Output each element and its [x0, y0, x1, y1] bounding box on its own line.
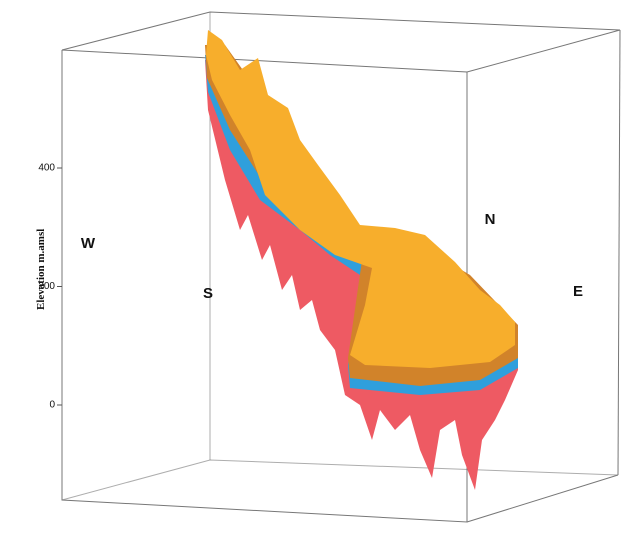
tick-label: 0	[49, 400, 55, 411]
tick-label: 200	[38, 281, 55, 292]
elevation-axis: Elevation m.amsl 0 200 400	[35, 160, 62, 420]
axis-label: Elevation m.amsl	[35, 229, 47, 310]
back-bottom-edge	[62, 460, 618, 500]
top-face	[62, 12, 620, 72]
back-right-edge	[618, 30, 620, 475]
direction-south: S	[203, 285, 213, 302]
model-figure: Elevation m.amsl 0 200 400 W S N E	[0, 0, 627, 540]
geological-body	[205, 30, 518, 490]
bottom-right-edge	[467, 475, 618, 522]
direction-east: E	[573, 283, 583, 300]
direction-west: W	[81, 235, 96, 252]
direction-north: N	[485, 211, 496, 228]
page: {"axis": {"label": "Elevation m.amsl", "…	[0, 0, 627, 540]
tick-label: 400	[38, 163, 55, 174]
